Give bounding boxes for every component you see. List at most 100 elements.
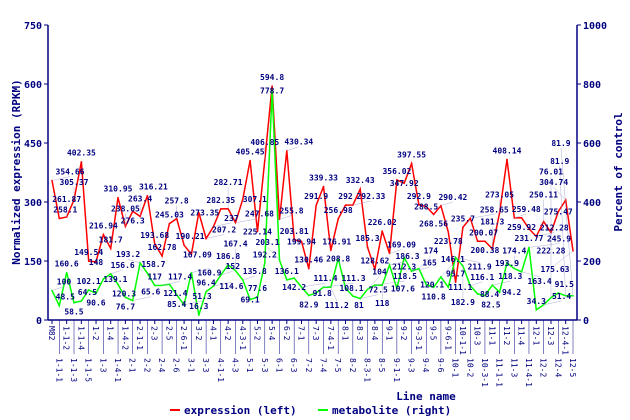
data-point xyxy=(95,292,97,295)
data-point xyxy=(80,300,83,302)
data-point xyxy=(293,239,295,241)
y2-axis-title: Percent of control xyxy=(612,112,625,231)
data-point xyxy=(425,283,428,286)
data-point xyxy=(117,283,119,286)
leader-line xyxy=(352,200,371,206)
x-tick-label: 7-4 xyxy=(319,358,328,373)
data-label: 82.9 xyxy=(299,301,318,310)
data-point xyxy=(249,298,251,301)
data-point xyxy=(535,309,538,311)
leader-line xyxy=(206,234,225,239)
x-tick-label: 10-1 xyxy=(451,358,460,377)
data-label: 117 xyxy=(147,273,162,282)
leader-line xyxy=(360,294,379,299)
data-label: 405.45 xyxy=(236,148,265,157)
data-label: 276.3 xyxy=(121,216,145,225)
data-label: 226.02 xyxy=(368,218,397,227)
x-tick-label: 2-5 xyxy=(164,326,173,341)
x-tick-label: 1-1-4 xyxy=(76,326,85,350)
data-point xyxy=(80,160,83,163)
data-label: 247.68 xyxy=(245,210,274,219)
data-point xyxy=(315,204,317,206)
leader-line xyxy=(492,280,511,286)
x-tick-label: 2-1 xyxy=(128,358,137,373)
data-point xyxy=(403,182,406,184)
label-leader-lines xyxy=(51,146,574,306)
leader-line xyxy=(367,276,380,290)
leader-line xyxy=(213,281,232,287)
x-tick-label: 3-3 xyxy=(201,358,210,373)
data-label: 339.33 xyxy=(309,174,338,183)
data-label: 116.1 xyxy=(470,273,494,282)
data-point xyxy=(374,284,376,286)
data-label: 120.3 xyxy=(112,290,136,299)
data-label: 165 xyxy=(422,258,437,267)
data-point xyxy=(484,294,486,297)
data-point xyxy=(58,217,61,220)
data-label: 82.5 xyxy=(481,301,500,310)
x-tick-label: 4-2 xyxy=(223,326,232,341)
data-point xyxy=(109,247,112,250)
data-label: 90.6 xyxy=(86,298,105,307)
x-tick-label: 9-4 xyxy=(421,358,430,373)
data-point xyxy=(219,274,222,276)
y2-tick-label: 800 xyxy=(583,80,601,91)
data-label: 152 xyxy=(226,262,241,271)
data-label: 255.8 xyxy=(279,206,303,215)
data-label: 51.4 xyxy=(552,292,571,301)
data-point xyxy=(506,158,508,161)
leader-line xyxy=(51,176,71,181)
data-label: 275.47 xyxy=(544,208,573,217)
x-tick-label: 6-2 xyxy=(282,326,291,341)
x-tick-label: 8-3 xyxy=(355,326,364,341)
y-tick-label: 600 xyxy=(24,80,42,91)
data-point xyxy=(58,304,61,307)
leader-line xyxy=(470,214,495,219)
y-tick-label: 750 xyxy=(24,21,42,32)
data-point xyxy=(256,296,259,298)
data-label: 76.01 xyxy=(539,168,563,177)
x-tick-label: 9-2 xyxy=(399,326,408,341)
x-tick-label: 7-3 xyxy=(311,326,320,341)
data-point xyxy=(271,85,273,87)
data-label: 354.66 xyxy=(56,168,85,177)
y2-tick-label: 400 xyxy=(583,198,601,209)
data-point xyxy=(403,256,406,259)
data-point xyxy=(432,286,435,289)
x-tick-label: 1-1-5 xyxy=(84,358,93,382)
data-point xyxy=(447,286,450,289)
data-point xyxy=(476,240,479,243)
data-point xyxy=(146,194,149,197)
data-label: 185.3 xyxy=(355,234,379,243)
leader-line xyxy=(279,215,292,220)
data-point xyxy=(366,246,369,248)
data-point xyxy=(506,261,508,264)
data-label: 316.21 xyxy=(139,183,168,192)
data-point xyxy=(190,253,193,256)
x-tick-label: 12-2 xyxy=(539,358,548,377)
y2-tick-label: 1000 xyxy=(583,21,607,32)
data-point xyxy=(139,262,141,264)
x-tick-label: 12-1 xyxy=(531,326,540,345)
data-label: 88.4 xyxy=(480,290,499,299)
data-label: 292.9 xyxy=(407,192,431,201)
data-label: 65.6 xyxy=(141,288,160,297)
data-label: 148 xyxy=(89,258,104,267)
data-label: 163.4 xyxy=(528,277,552,286)
legend-label-metabolite: metabolite (right) xyxy=(332,404,451,417)
data-label: 111.2 xyxy=(325,301,349,310)
x-tick-label: 11-1 xyxy=(487,326,496,345)
data-point xyxy=(418,203,420,206)
data-point xyxy=(447,231,450,233)
data-label: 273.35 xyxy=(190,209,219,218)
data-label: 81.9 xyxy=(550,157,569,166)
x-tick-label: 10-3-1 xyxy=(480,358,489,387)
series-line-expression xyxy=(51,85,574,283)
legend-label-expression: expression (left) xyxy=(184,404,297,417)
x-tick-label: 10-2 xyxy=(465,358,474,377)
x-tick-label: 3-1 xyxy=(186,358,195,373)
data-point xyxy=(520,216,523,219)
data-label: 238.05 xyxy=(111,204,140,213)
x-tick-label: 6-1 xyxy=(274,358,283,373)
